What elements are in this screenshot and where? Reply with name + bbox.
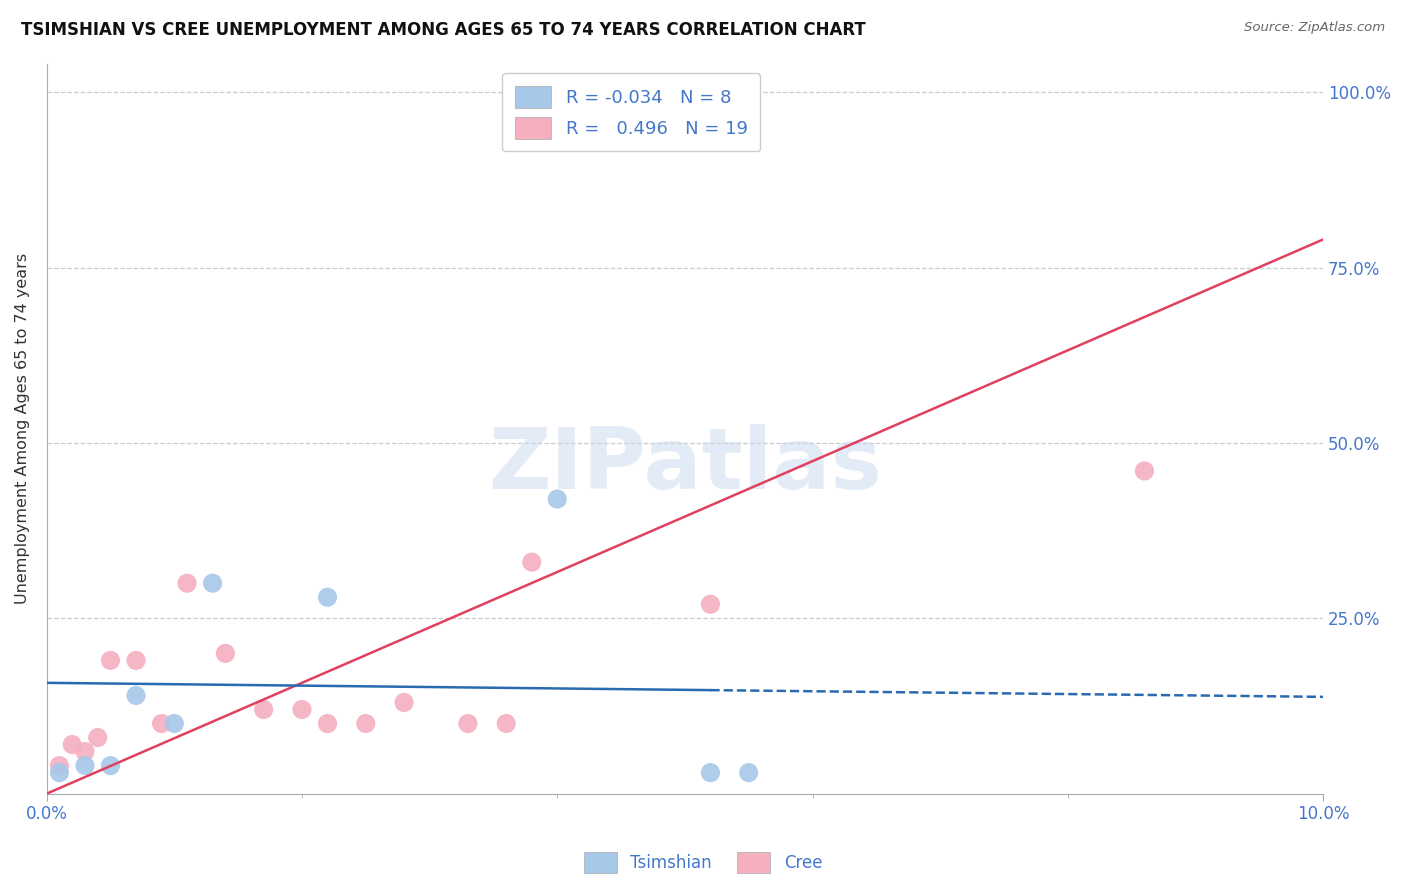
Point (73, 745, 96, 759)
Point (1133, 464, 1156, 478)
Point (457, 716, 479, 731)
Point (520, 555, 543, 569)
Point (354, 716, 377, 731)
Text: Source: ZipAtlas.com: Source: ZipAtlas.com (1244, 21, 1385, 34)
Point (316, 716, 339, 731)
Point (87, 731, 110, 745)
Point (738, 765, 761, 780)
Point (214, 646, 236, 660)
Point (100, 758, 122, 772)
Point (699, 765, 721, 780)
Point (163, 716, 186, 731)
Y-axis label: Unemployment Among Ages 65 to 74 years: Unemployment Among Ages 65 to 74 years (15, 253, 30, 605)
Point (316, 591, 339, 605)
Point (546, 491, 568, 506)
Point (201, 576, 224, 591)
Point (60, 738, 83, 752)
Point (48, 758, 70, 772)
Point (253, 702, 276, 716)
Point (150, 716, 173, 731)
Point (100, 653, 122, 667)
Point (48, 765, 70, 780)
Point (495, 716, 517, 731)
Point (73, 758, 96, 772)
Point (392, 696, 415, 710)
Point (520, 103, 543, 117)
Point (699, 597, 721, 611)
Point (125, 653, 148, 667)
Point (558, 103, 581, 117)
Text: TSIMSHIAN VS CREE UNEMPLOYMENT AMONG AGES 65 TO 74 YEARS CORRELATION CHART: TSIMSHIAN VS CREE UNEMPLOYMENT AMONG AGE… (21, 21, 866, 38)
Legend: Tsimshian, Cree: Tsimshian, Cree (576, 846, 830, 880)
Text: ZIPatlas: ZIPatlas (488, 424, 882, 507)
Legend: R = -0.034   N = 8, R =   0.496   N = 19: R = -0.034 N = 8, R = 0.496 N = 19 (502, 73, 761, 152)
Point (125, 689, 148, 703)
Point (291, 702, 314, 716)
Point (176, 576, 198, 591)
